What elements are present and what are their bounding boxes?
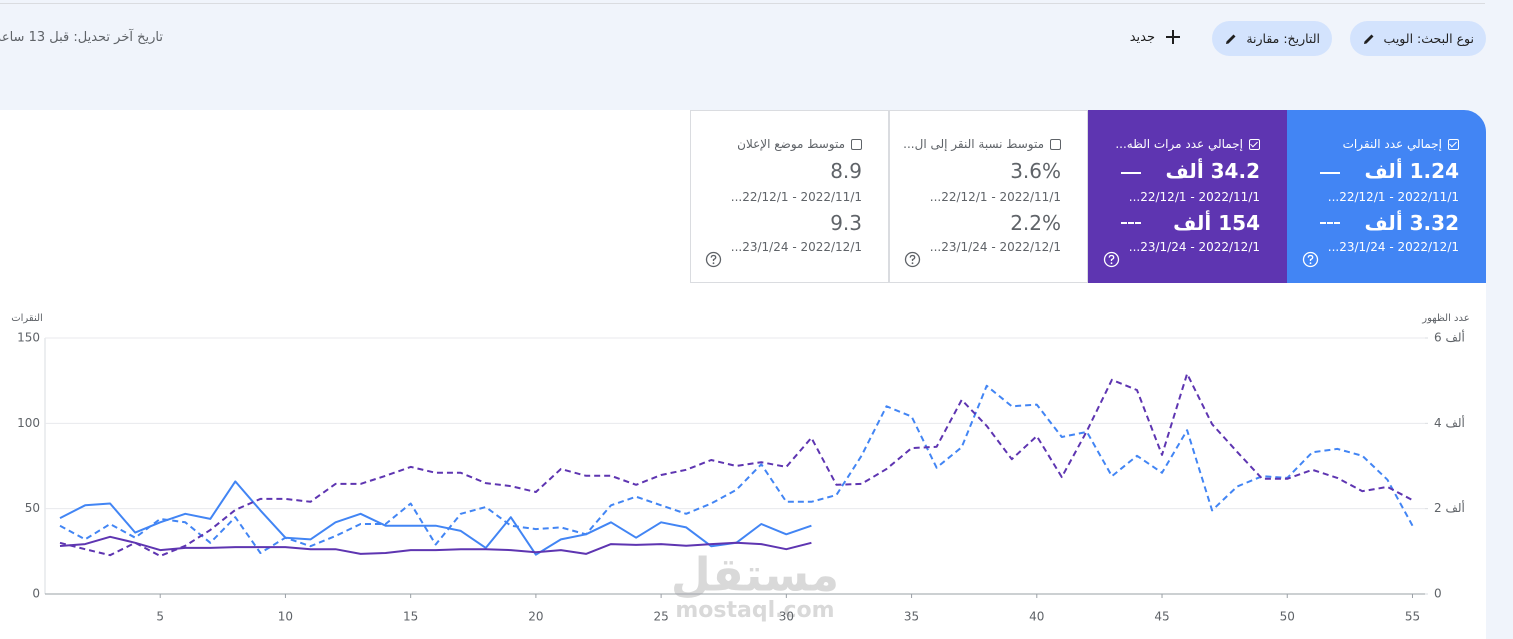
y2-tick-label: 2 ألف [1434, 500, 1465, 515]
card-title: إجمالي عدد النقرات [1343, 137, 1459, 151]
metric-card[interactable]: متوسط موضع الإعلان 8.9 2022/11/1 - 22/12/1… [690, 110, 889, 283]
search-type-chip[interactable]: نوع البحث: الويب [1349, 21, 1486, 56]
card-title: متوسط نسبة النقر إلى ال... [903, 137, 1061, 151]
x-tick-label: 45 [1154, 610, 1169, 624]
x-tick-label: 20 [528, 610, 543, 624]
series-line [59, 480, 812, 556]
date-range: 2022/12/1 - 23/1/24... [1327, 240, 1459, 254]
date-range: 2022/11/1 - 22/12/1... [1128, 190, 1260, 204]
edit-icon [1363, 34, 1374, 44]
help-icon [1302, 251, 1319, 272]
chip-label: نوع البحث: الويب [1383, 31, 1474, 46]
line-style-icon [1121, 172, 1141, 174]
y-tick-label: 50 [25, 501, 40, 515]
date-range: 2022/12/1 - 23/1/24... [730, 240, 862, 254]
x-tick-label: 10 [278, 610, 293, 624]
checkbox [1448, 138, 1459, 150]
plus-icon [1166, 30, 1180, 44]
card-title-text: إجمالي عدد مرات الظه... [1115, 137, 1243, 151]
checkbox [851, 138, 862, 150]
comparison-line [59, 372, 1413, 557]
y-tick-label: 100 [17, 416, 40, 430]
help-icon [1103, 251, 1120, 272]
x-tick-label: 30 [779, 610, 794, 624]
metric-card[interactable]: إجمالي عدد مرات الظه... 34.2 ألف 2022/11/1… [1088, 110, 1287, 283]
button-label: جديد [1129, 29, 1155, 45]
watermark: مستقل [671, 548, 839, 602]
metric-value: 3.6% [1010, 159, 1061, 183]
help-icon [904, 251, 921, 272]
date-range: 2022/11/1 - 22/12/1... [929, 190, 1061, 204]
x-tick-label: 40 [1029, 610, 1044, 624]
y-tick-label: 0 [32, 587, 40, 601]
edit-icon [1226, 34, 1236, 44]
y2-tick-label: 0 [1434, 587, 1442, 601]
help-icon [705, 251, 722, 272]
metric-value: 3.32 ألف [1364, 211, 1459, 235]
metric-value: 2.2% [1010, 211, 1061, 235]
metric-card[interactable]: إجمالي عدد النقرات 1.24 ألف 2022/11/1 - 22… [1287, 110, 1486, 283]
metric-value: 34.2 ألف [1165, 159, 1260, 183]
y2-tick-label: 6 ألف [1434, 330, 1465, 345]
date-range: 2022/12/1 - 23/1/24... [1128, 240, 1260, 254]
y2-axis-title: عدد الظهور [1421, 313, 1469, 324]
card-title-text: إجمالي عدد النقرات [1342, 137, 1442, 151]
x-tick-label: 15 [403, 610, 418, 624]
y2-tick-label: 4 ألف [1434, 415, 1465, 430]
metric-value: 8.9 [830, 159, 862, 183]
metric-value: 9.3 [830, 211, 862, 235]
series-line [59, 535, 812, 555]
chip-label: التاريخ: مقارنة [1246, 31, 1320, 46]
new-filter-button[interactable]: جديد [1130, 27, 1183, 47]
card-title: متوسط موضع الإعلان [737, 137, 862, 151]
metric-value: 154 ألف [1173, 211, 1260, 235]
comparison-line [59, 384, 1414, 554]
x-tick-label: 25 [653, 610, 668, 624]
metric-value: 1.24 ألف [1364, 159, 1459, 183]
line-style-icon [1320, 172, 1340, 174]
metric-card[interactable]: متوسط نسبة النقر إلى ال... 3.6% 2022/11/1 … [889, 110, 1088, 283]
date-chip[interactable]: التاريخ: مقارنة [1212, 21, 1332, 56]
date-range: 2022/12/1 - 23/1/24... [929, 240, 1061, 254]
card-title: إجمالي عدد مرات الظه... [1115, 137, 1260, 151]
checkbox [1050, 138, 1061, 150]
y-axis-title: النقرات [11, 313, 43, 324]
x-tick-label: 50 [1280, 610, 1295, 624]
x-tick-label: 55 [1405, 610, 1420, 624]
y-tick-label: 150 [17, 331, 40, 345]
last-updated: تاريخ آخر تحديل: قبل 13 ساعة [0, 30, 163, 45]
date-range: 2022/11/1 - 22/12/1... [1327, 190, 1459, 204]
x-tick-label: 35 [904, 610, 919, 624]
watermark: mostaql.com [675, 598, 834, 623]
line-style-icon [1121, 222, 1141, 224]
date-range: 2022/11/1 - 22/12/1... [730, 190, 862, 204]
card-title-text: متوسط موضع الإعلان [737, 137, 845, 151]
line-style-icon [1320, 222, 1340, 224]
checkbox [1249, 138, 1260, 150]
card-title-text: متوسط نسبة النقر إلى ال... [903, 137, 1044, 151]
top-divider [0, 3, 1485, 4]
x-tick-label: 5 [156, 610, 164, 624]
